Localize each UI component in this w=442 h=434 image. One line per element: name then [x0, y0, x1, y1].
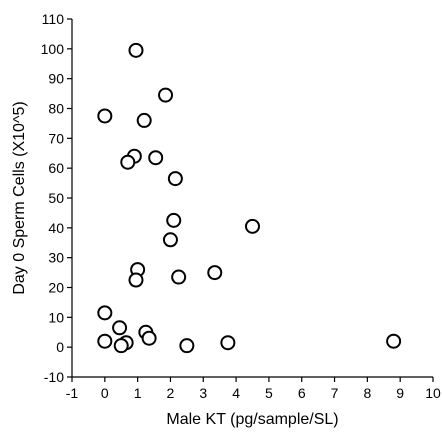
y-tick-label: 50: [48, 190, 64, 206]
data-point: [97, 333, 113, 349]
data-point: [245, 218, 260, 234]
data-point: [113, 338, 129, 354]
x-tick-label: 7: [331, 385, 339, 401]
data-point: [141, 330, 157, 346]
y-tick-label: 110: [42, 11, 65, 27]
x-axis-title: Male KT (pg/sample/SL): [166, 411, 338, 428]
data-point: [386, 333, 402, 349]
x-tick-label: 9: [396, 385, 404, 401]
x-tick-label: 8: [363, 385, 371, 401]
x-tick-label: 2: [167, 385, 175, 401]
y-tick-label: 10: [48, 309, 64, 325]
y-tick-label: 0: [56, 339, 64, 355]
x-tick-label: 1: [134, 385, 142, 401]
x-tick-label: -1: [66, 385, 79, 401]
y-tick-label: 40: [48, 220, 64, 236]
x-tick-label: 5: [265, 385, 273, 401]
x-tick-label: 6: [298, 385, 306, 401]
y-tick-label: 90: [48, 71, 64, 87]
y-tick-label: 80: [48, 101, 64, 117]
x-tick-label: 4: [232, 385, 240, 401]
y-tick-label: 100: [41, 41, 65, 57]
data-points: [97, 42, 402, 354]
data-point: [97, 108, 113, 124]
data-point: [166, 212, 182, 228]
data-point: [112, 320, 128, 336]
y-axis: -10 0 10 20 30 40 50 60 70 80 90 100 110: [41, 11, 73, 385]
y-tick-label: 70: [48, 130, 64, 146]
data-point: [97, 305, 113, 321]
data-point: [220, 335, 236, 351]
data-point: [179, 338, 195, 354]
x-tick-label: 0: [101, 385, 109, 401]
y-tick-label: 30: [48, 250, 64, 266]
data-point: [128, 42, 144, 58]
y-tick-label: 60: [48, 160, 64, 176]
data-point: [158, 87, 174, 103]
x-axis: -1 0 1 2 3 4 5 6 7 8 9 10: [66, 376, 441, 401]
y-tick-label: 20: [48, 280, 64, 296]
data-point: [207, 265, 223, 281]
y-axis-title: Day 0 Sperm Cells (X10^5): [11, 101, 28, 294]
data-point: [136, 112, 152, 128]
data-point: [128, 272, 144, 288]
data-point: [120, 154, 136, 170]
data-point: [171, 269, 187, 285]
y-tick-label: -10: [44, 369, 64, 385]
data-point: [148, 150, 164, 166]
data-point: [167, 171, 183, 187]
x-tick-label: 3: [199, 385, 207, 401]
data-point: [162, 232, 178, 248]
x-tick-label: 10: [425, 385, 441, 401]
